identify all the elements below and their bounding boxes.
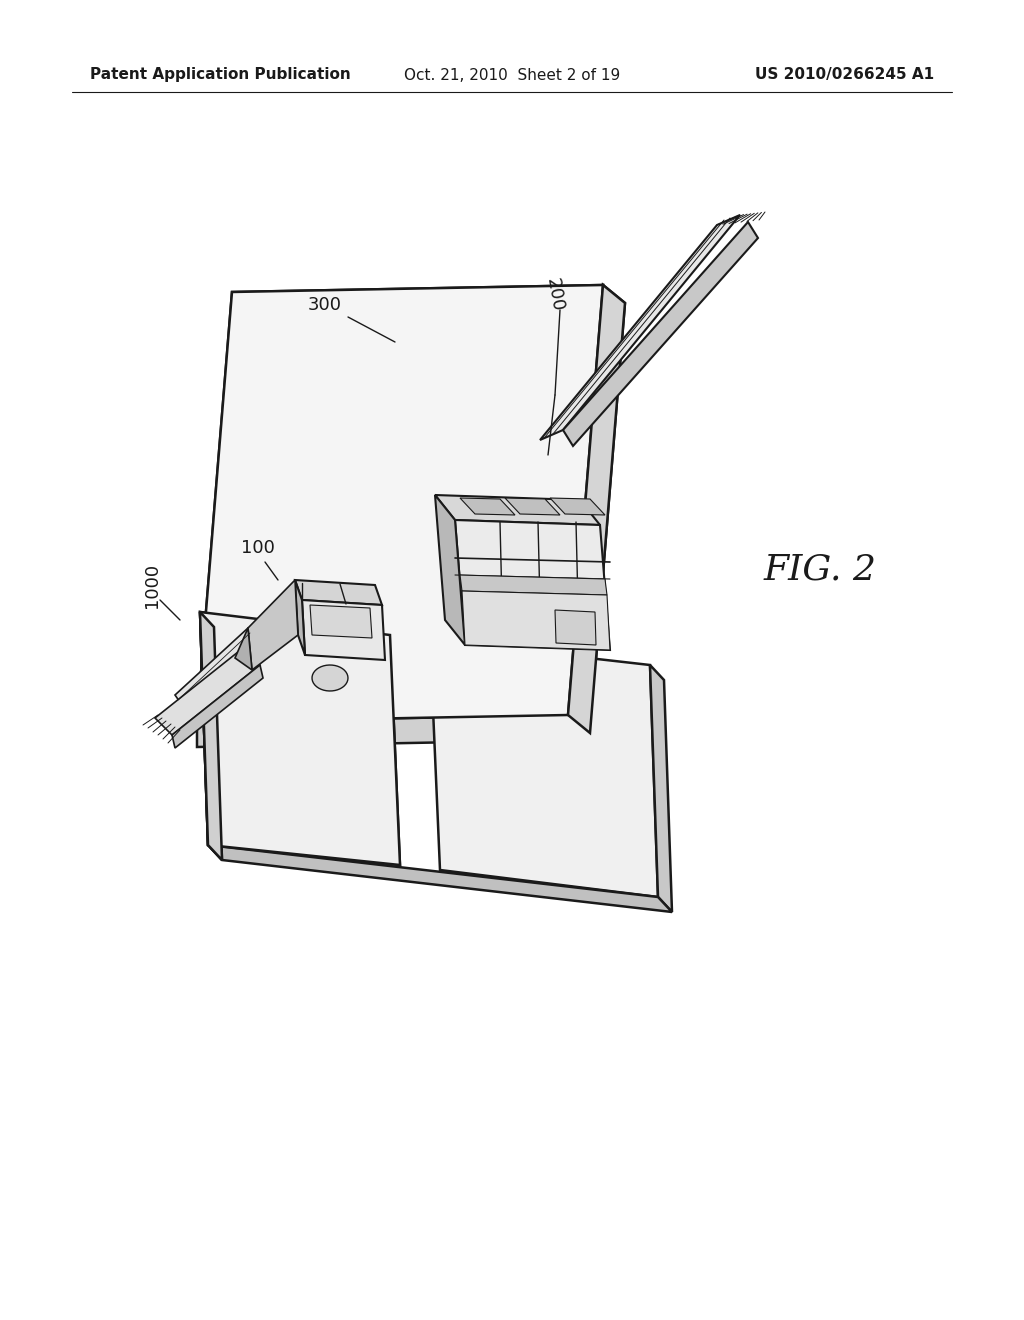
Polygon shape: [295, 579, 305, 655]
Text: 100: 100: [241, 539, 274, 557]
Polygon shape: [310, 605, 372, 638]
Polygon shape: [197, 715, 568, 747]
Text: Patent Application Publication: Patent Application Publication: [90, 67, 351, 82]
Text: 200: 200: [543, 277, 567, 313]
Polygon shape: [295, 579, 382, 605]
Polygon shape: [155, 648, 260, 735]
Polygon shape: [435, 495, 600, 525]
Polygon shape: [505, 498, 560, 515]
Polygon shape: [460, 498, 515, 515]
Polygon shape: [555, 610, 596, 645]
Polygon shape: [650, 665, 672, 912]
Polygon shape: [234, 628, 252, 671]
Polygon shape: [200, 612, 222, 861]
Text: FIG. 2: FIG. 2: [764, 553, 877, 587]
Text: 1000: 1000: [143, 562, 161, 607]
Polygon shape: [197, 285, 603, 722]
Polygon shape: [175, 628, 255, 705]
Polygon shape: [200, 612, 222, 861]
Polygon shape: [200, 612, 400, 865]
Polygon shape: [540, 215, 740, 440]
Polygon shape: [312, 665, 348, 690]
Polygon shape: [460, 576, 607, 595]
Polygon shape: [208, 845, 672, 912]
Polygon shape: [248, 579, 298, 671]
Polygon shape: [200, 612, 400, 865]
Polygon shape: [172, 665, 263, 748]
Polygon shape: [302, 601, 385, 660]
Polygon shape: [550, 498, 605, 515]
Polygon shape: [568, 285, 625, 733]
Polygon shape: [563, 222, 758, 446]
Polygon shape: [455, 520, 610, 649]
Text: Oct. 21, 2010  Sheet 2 of 19: Oct. 21, 2010 Sheet 2 of 19: [403, 67, 621, 82]
Polygon shape: [435, 495, 465, 645]
Polygon shape: [462, 591, 610, 649]
Polygon shape: [430, 640, 658, 898]
Text: US 2010/0266245 A1: US 2010/0266245 A1: [755, 67, 934, 82]
Text: 300: 300: [308, 296, 342, 314]
Polygon shape: [182, 638, 258, 717]
Polygon shape: [568, 285, 625, 733]
Polygon shape: [197, 285, 603, 722]
